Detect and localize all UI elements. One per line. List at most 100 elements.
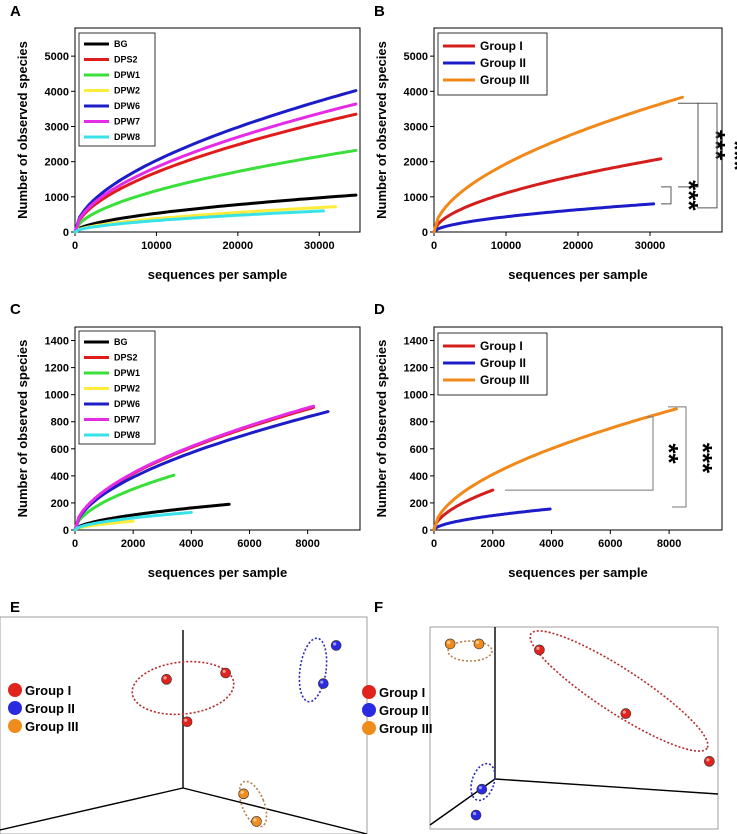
panel-c: 0 200 400 600 800 1000 1200 1400 0 2000 4000 6000 80… — [15, 326, 361, 580]
series-line-bg — [73, 193, 358, 234]
y-tick-label-b: 1000 — [404, 192, 428, 204]
pcoa-legend-marker-f — [362, 721, 376, 735]
x-tick-label-a: 20000 — [223, 240, 254, 252]
x-axis-title-b: sequences per sample — [508, 267, 647, 282]
group-ellipse-e — [298, 637, 328, 703]
x-tick-label-b: 0 — [431, 240, 437, 252]
group-ellipse-e — [131, 660, 235, 716]
significance-bracket-d — [668, 406, 687, 508]
pcoa-point-group-i — [161, 674, 172, 685]
pcoa-point-highlight — [333, 642, 337, 646]
legend-label-a: BG — [114, 39, 128, 49]
series-line-group-i — [432, 488, 495, 532]
y-tick-label-a: 4000 — [45, 86, 69, 98]
legend-label-a: DPW1 — [114, 70, 140, 80]
pcoa-point-highlight — [622, 710, 626, 714]
y-tick-label-b: 4000 — [404, 86, 428, 98]
pcoa-legend-label-e: Group II — [25, 701, 75, 716]
series-line-dpw7 — [73, 102, 358, 234]
x-tick-label-d: 0 — [431, 538, 437, 550]
pcoa-point-highlight — [706, 758, 710, 762]
pcoa-point-group-i — [220, 667, 231, 679]
pcoa-legend-label-f: Group I — [379, 685, 425, 700]
y-tick-label-d: 1000 — [404, 390, 428, 402]
x-tick-label-c: 2000 — [121, 538, 145, 550]
x-axis-title-c: sequences per sample — [148, 565, 287, 580]
pcoa-point-group-ii — [470, 809, 482, 821]
series-line-dpw7 — [73, 404, 315, 532]
pcoa-point-group-iii — [238, 788, 249, 800]
pcoa-point-highlight — [240, 790, 244, 794]
y-tick-label-d: 600 — [410, 444, 428, 456]
legend-label-a: DPS2 — [114, 55, 138, 65]
significance-stars-b: *** — [701, 130, 731, 161]
pcoa-point-group-iii — [251, 816, 262, 827]
pcoa-point-group-iii — [473, 638, 485, 650]
legend-label-c: DPW7 — [114, 415, 140, 425]
series-line-group-ii — [432, 507, 552, 532]
y-tick-label-d: 1400 — [404, 336, 428, 348]
pcoa-point-highlight — [184, 718, 188, 722]
y-tick-label-c: 1000 — [45, 390, 69, 402]
series-line-dpw8 — [73, 209, 325, 234]
y-tick-label-a: 1000 — [45, 192, 69, 204]
series-line-dpw1 — [73, 473, 176, 532]
y-axis-title-d: Number of observed species — [374, 340, 389, 518]
y-tick-label-d: 200 — [410, 498, 428, 510]
panel-label-d: D — [374, 301, 385, 318]
legend-label-a: DPW6 — [114, 101, 140, 111]
series-line-group-iii — [432, 407, 678, 532]
pcoa-legend-marker-e — [8, 719, 22, 733]
x-tick-label-b: 30000 — [635, 240, 666, 252]
pcoa-point-highlight — [222, 669, 226, 674]
pcoa-point-highlight — [447, 640, 451, 645]
series-line-dpw8 — [73, 510, 193, 532]
x-tick-label-b: 20000 — [563, 240, 594, 252]
x-tick-label-c: 6000 — [237, 538, 261, 550]
y-tick-label-b: 3000 — [404, 121, 428, 133]
y-tick-label-d: 1200 — [404, 363, 428, 375]
panel-d: 0 200 400 600 800 1000 1200 1400 0 2000 4000 6000 80… — [374, 326, 723, 580]
pcoa-legend-label-e: Group III — [25, 719, 78, 734]
pcoa-point-highlight — [475, 640, 480, 645]
pcoa-axis-f — [494, 778, 719, 795]
x-tick-label-a: 10000 — [141, 240, 172, 252]
x-tick-label-c: 4000 — [179, 538, 203, 550]
legend-label-c: DPW6 — [114, 399, 140, 409]
x-tick-label-d: 2000 — [481, 538, 505, 550]
y-tick-label-c: 1400 — [45, 336, 69, 348]
legend-label-c: DPS2 — [114, 353, 138, 363]
pcoa-point-group-i — [181, 716, 193, 728]
panel-label-c: C — [10, 301, 21, 318]
pcoa-point-group-i — [620, 708, 632, 719]
y-tick-label-c: 400 — [51, 471, 69, 483]
panel-label-a: A — [10, 3, 21, 20]
pcoa-legend-marker-f — [362, 685, 376, 699]
pcoa-legend-marker-f — [362, 703, 376, 717]
legend-label-c: DPW1 — [114, 368, 140, 378]
panel-e: Group I Group II Group III — [0, 616, 368, 834]
x-tick-label-d: 8000 — [657, 538, 681, 550]
pcoa-point-highlight — [253, 818, 257, 822]
pcoa-legend-label-e: Group I — [25, 683, 71, 698]
pcoa-point-group-i — [534, 644, 545, 656]
significance-bracket-d — [505, 416, 654, 491]
significance-stars-b: *** — [674, 180, 704, 211]
y-axis-title-c: Number of observed species — [15, 340, 30, 518]
y-axis-title-a: Number of observed species — [15, 41, 30, 219]
significance-stars-b: *** — [720, 140, 737, 171]
panel-f: Group I Group II Group III — [362, 626, 719, 830]
y-tick-label-b: 2000 — [404, 157, 428, 169]
pcoa-legend-marker-e — [8, 701, 22, 715]
y-axis-title-b: Number of observed species — [374, 41, 389, 219]
group-ellipse-e — [238, 780, 268, 828]
x-axis-title-d: sequences per sample — [508, 565, 647, 580]
plot-frame-a — [74, 27, 361, 233]
pcoa-point-group-ii — [476, 783, 488, 795]
y-tick-label-d: 800 — [410, 417, 428, 429]
y-tick-label-d: 400 — [410, 471, 428, 483]
significance-bracket-b — [678, 102, 699, 188]
y-tick-label-b: 5000 — [404, 51, 428, 63]
group-ellipse-f — [447, 640, 493, 662]
y-tick-label-c: 1200 — [45, 363, 69, 375]
